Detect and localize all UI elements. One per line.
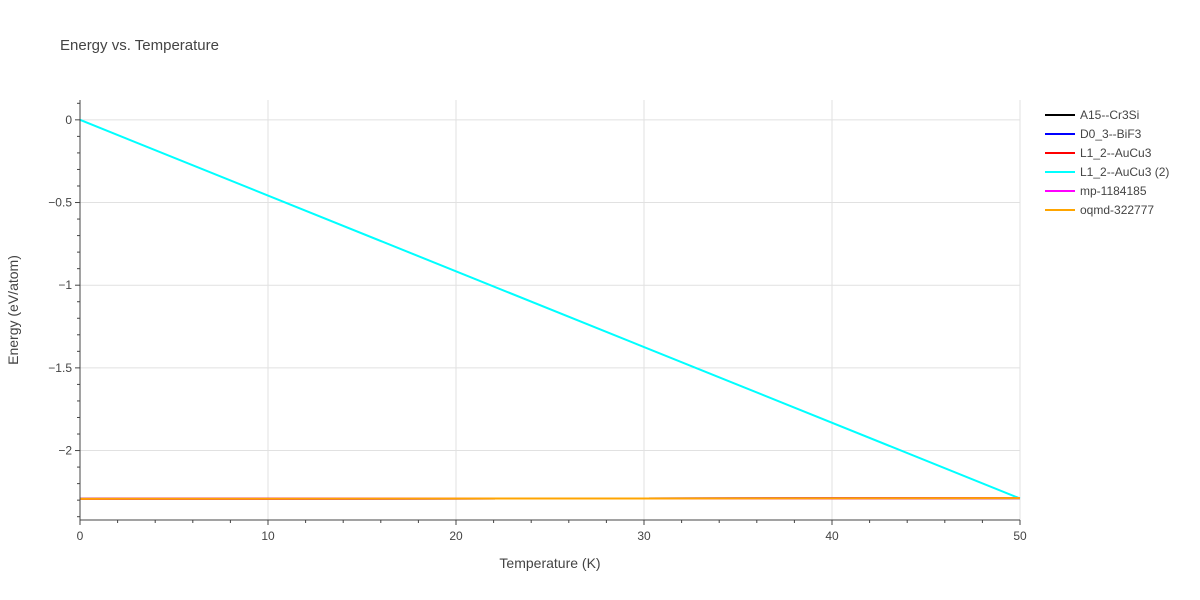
y-tick-label: −1 [58, 278, 72, 292]
x-tick-label: 30 [637, 529, 651, 543]
series-lines [79, 118, 1021, 500]
y-tick-label: 0 [65, 113, 72, 127]
legend-item[interactable]: D0_3--BiF3 [1045, 127, 1142, 141]
legend-label: L1_2--AuCu3 (2) [1080, 165, 1169, 179]
legend-label: mp-1184185 [1080, 184, 1147, 198]
x-tick-label: 50 [1013, 529, 1027, 543]
axes [75, 100, 1021, 525]
y-axis-ticks: 0 −0.5 −1 −1.5 −2 [48, 113, 72, 458]
legend-item[interactable]: mp-1184185 [1045, 184, 1147, 198]
grid-lines [80, 100, 1021, 520]
legend-item[interactable]: L1_2--AuCu3 [1045, 146, 1152, 160]
y-tick-label: −2 [58, 444, 72, 458]
legend-label: oqmd-322777 [1080, 203, 1154, 217]
legend-item[interactable]: L1_2--AuCu3 (2) [1045, 165, 1169, 179]
legend-item[interactable]: oqmd-322777 [1045, 203, 1154, 217]
x-axis-ticks: 0 10 20 30 40 50 [77, 529, 1027, 543]
y-axis-label: Energy (eV/atom) [5, 255, 21, 365]
chart-title: Energy vs. Temperature [60, 37, 219, 54]
x-tick-label: 20 [449, 529, 463, 543]
y-tick-label: −1.5 [48, 361, 72, 375]
legend-label: D0_3--BiF3 [1080, 127, 1142, 141]
series-line-oqmd-322777 [79, 497, 1021, 500]
x-tick-label: 0 [77, 529, 84, 543]
x-axis-label: Temperature (K) [499, 555, 600, 571]
legend-label: A15--Cr3Si [1080, 108, 1139, 122]
legend[interactable]: A15--Cr3Si D0_3--BiF3 L1_2--AuCu3 L1_2--AuC… [1045, 108, 1169, 217]
series-line-l1-2-aucu3-2- [79, 118, 1021, 500]
x-tick-label: 40 [825, 529, 839, 543]
legend-item[interactable]: A15--Cr3Si [1045, 108, 1139, 122]
x-tick-label: 10 [261, 529, 275, 543]
legend-label: L1_2--AuCu3 [1080, 146, 1152, 160]
y-tick-label: −0.5 [48, 196, 72, 210]
